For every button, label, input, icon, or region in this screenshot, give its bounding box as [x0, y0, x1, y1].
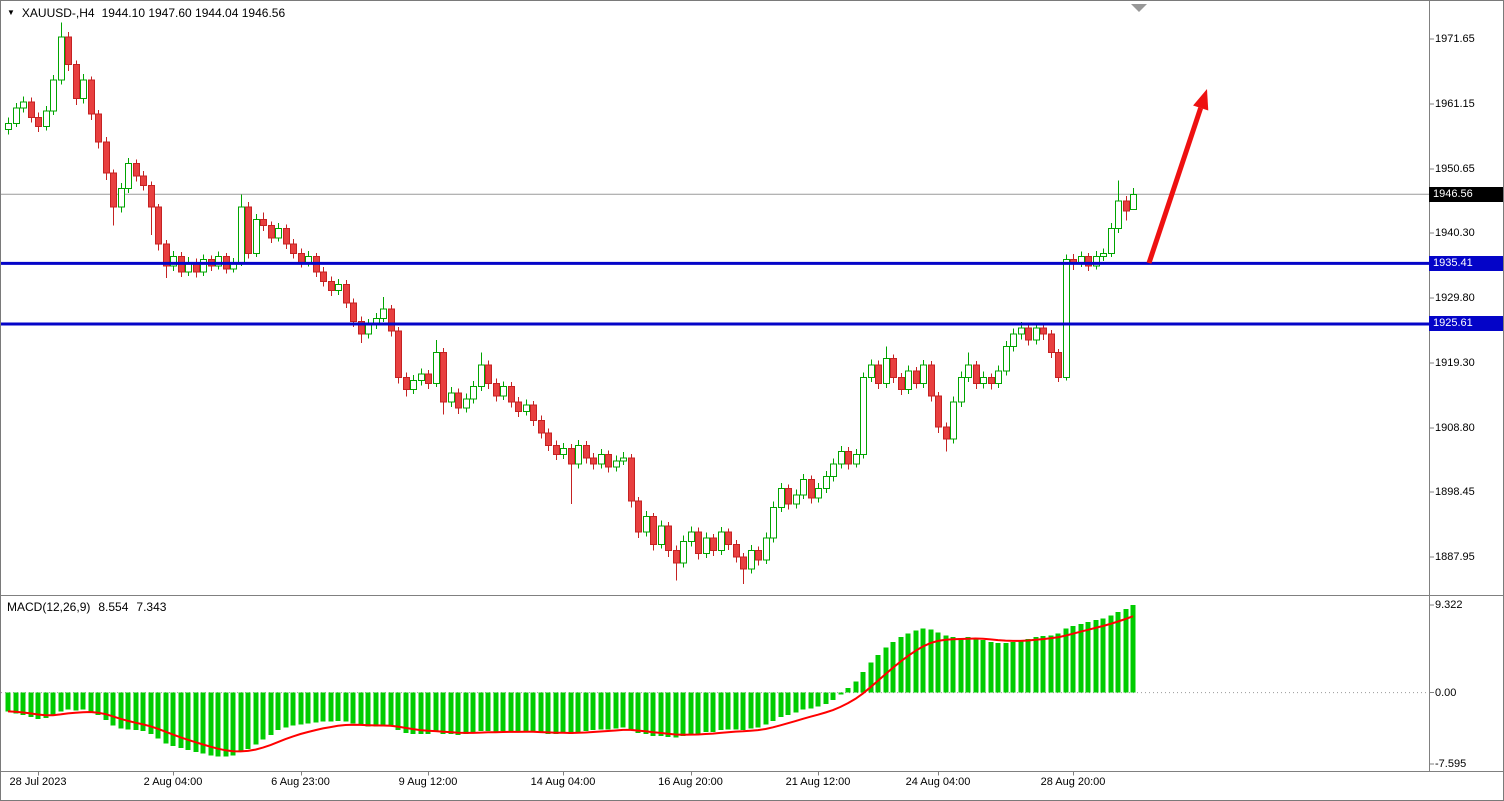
- time-axis-label: 14 Aug 04:00: [530, 776, 596, 788]
- price-axis-label: 1898.45: [1435, 486, 1475, 499]
- price-axis-label: 1950.65: [1435, 162, 1475, 175]
- price-axis-label: 1908.80: [1435, 422, 1475, 435]
- macd-indicator-label: MACD(12,26,9) 8.554 7.343: [7, 600, 166, 614]
- current-price-tag: 1946.56: [1429, 186, 1503, 202]
- macd-axis-label: -7.595: [1435, 757, 1467, 770]
- macd-histogram: [5, 604, 1136, 757]
- time-axis-label: 6 Aug 23:00: [271, 776, 330, 788]
- hline-price-tag: 1935.41: [1429, 255, 1503, 271]
- time-axis-label: 16 Aug 20:00: [658, 776, 723, 788]
- price-axis-label: 1887.95: [1435, 551, 1475, 564]
- time-axis-label: 24 Aug 04:00: [905, 776, 971, 788]
- macd-axis-label: 0.00: [1435, 686, 1457, 699]
- price-axis-label: 1919.30: [1435, 357, 1475, 370]
- macd-axis: 9.322 0.00 -7.595: [1431, 1, 1503, 770]
- time-axis-label: 9 Aug 12:00: [398, 776, 458, 788]
- chart-header: ▼ XAUUSD-,H4 1944.10 1947.60 1944.04 194…: [7, 6, 285, 20]
- macd-indicator-name: MACD(12,26,9): [7, 600, 91, 614]
- hline-price-tag: 1925.61: [1429, 316, 1503, 332]
- time-axis-label: 2 Aug 04:00: [143, 776, 203, 788]
- panel-separators: [1, 1, 1503, 772]
- price-axis-label: 1929.80: [1435, 292, 1475, 305]
- time-axis-label: 28 Aug 20:00: [1040, 776, 1106, 788]
- macd-axis-label: 9.322: [1435, 598, 1463, 611]
- price-axis-label: 1971.65: [1435, 33, 1475, 45]
- price-axis[interactable]: 1971.65 1961.15 1950.65 1940.30 1929.80 1919.…: [1429, 1, 1503, 770]
- ohlc-readout: 1944.10 1947.60 1944.04 1946.56: [101, 6, 286, 20]
- one-click-trading-toggle-icon[interactable]: ▼: [7, 8, 15, 17]
- price-axis-label: 1940.30: [1435, 227, 1475, 240]
- time-axis[interactable]: 28 Jul 2023 2 Aug 04:00 6 Aug 23:00 9 Aug 1…: [1, 772, 1429, 800]
- autoscroll-marker-icon[interactable]: [1131, 4, 1147, 12]
- price-axis-label: 1961.15: [1435, 97, 1475, 110]
- symbol-timeframe-label: XAUUSD-,H4: [21, 6, 95, 20]
- candlesticks: [5, 22, 1137, 585]
- time-axis-label: 28 Jul 2023: [9, 776, 67, 788]
- time-axis-label: 21 Aug 12:00: [785, 776, 851, 788]
- trend-arrow-annotation[interactable]: [1146, 89, 1209, 264]
- macd-signal-value: 7.343: [136, 600, 167, 614]
- macd-value: 8.554: [98, 600, 129, 614]
- macd-signal-line: [7, 615, 1134, 753]
- axis-ticks: [38, 38, 1434, 776]
